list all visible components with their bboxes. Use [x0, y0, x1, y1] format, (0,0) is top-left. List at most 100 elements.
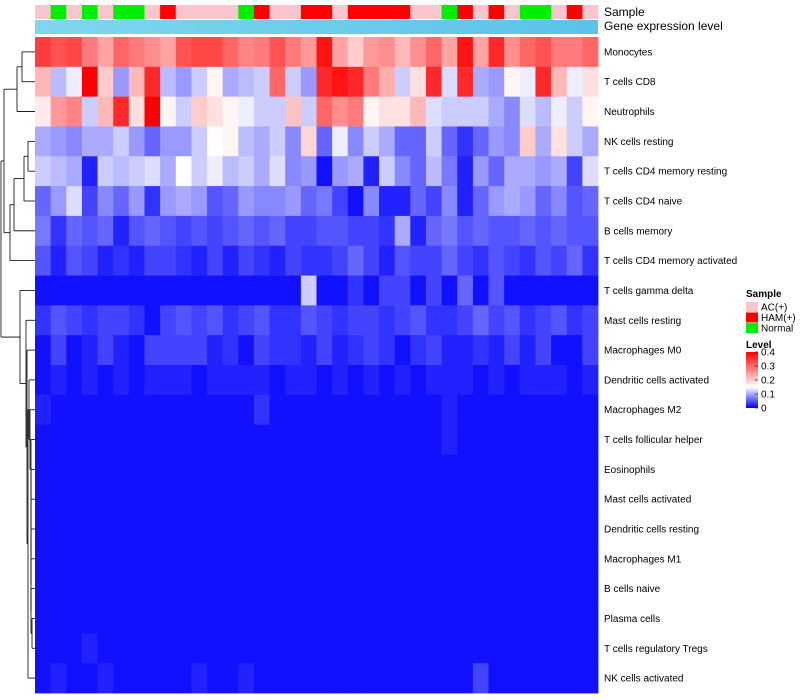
heatmap-cell: [35, 514, 52, 545]
heatmap-cell: [425, 156, 443, 187]
heatmap-cell: [488, 424, 505, 455]
heatmap-cell: [488, 514, 505, 545]
heatmap-cell: [207, 603, 224, 634]
heatmap-cell: [316, 335, 333, 366]
heatmap-cell: [566, 394, 583, 426]
heatmap-cell: [222, 424, 239, 455]
heatmap-cell: [81, 66, 98, 98]
heatmap-cell: [379, 454, 396, 485]
heatmap-cell: [66, 573, 83, 604]
heatmap-cell: [97, 663, 114, 694]
heatmap-cell: [316, 37, 333, 68]
heatmap-cell: [300, 365, 317, 396]
legend-swatch: [746, 302, 758, 312]
heatmap-cell: [316, 543, 333, 575]
heatmap-cell: [394, 305, 411, 336]
heatmap-cell: [285, 424, 302, 455]
heatmap-cell: [410, 275, 427, 306]
heatmap-cell: [285, 305, 302, 336]
heatmap-cell: [175, 543, 192, 575]
heatmap-cell: [504, 484, 521, 515]
heatmap-cell: [535, 365, 552, 396]
heatmap-cell: [519, 424, 536, 455]
heatmap-cell: [519, 96, 536, 127]
heatmap-cell: [207, 275, 224, 306]
heatmap-cell: [504, 633, 521, 664]
heatmap-cell: [66, 126, 83, 157]
heatmap-cell: [191, 514, 208, 545]
heatmap-cell: [144, 215, 161, 247]
expression-annotation-bar: [35, 20, 598, 34]
heatmap-cell: [441, 663, 458, 694]
heatmap-cell: [441, 365, 458, 396]
heatmap-cell: [441, 543, 458, 575]
heatmap-cell: [535, 424, 552, 455]
heatmap-cell: [66, 245, 83, 276]
heatmap-cell: [457, 663, 474, 694]
heatmap-cell: [253, 126, 270, 157]
heatmap-cell: [425, 245, 443, 276]
heatmap-cell: [457, 126, 474, 157]
heatmap-cell: [379, 186, 396, 217]
heatmap-cell: [191, 394, 208, 426]
heatmap-cell: [316, 365, 333, 396]
heatmap-cell: [285, 245, 302, 276]
heatmap-cell: [457, 365, 474, 396]
heatmap-cell: [97, 514, 114, 545]
heatmap-cell: [269, 365, 286, 396]
heatmap-cell: [394, 275, 411, 306]
heatmap-cell: [394, 454, 411, 485]
heatmap-cell: [457, 394, 474, 426]
heatmap-cell: [519, 603, 536, 634]
heatmap-cell: [253, 156, 270, 187]
heatmap-cell: [504, 156, 521, 187]
heatmap-cell: [160, 633, 177, 664]
heatmap-cell: [175, 186, 192, 217]
heatmap-cell: [207, 156, 224, 187]
heatmap-cell: [488, 603, 505, 634]
heatmap-cell: [113, 454, 130, 485]
heatmap-cell: [582, 543, 599, 575]
heatmap-cell: [66, 543, 83, 575]
heatmap-cell: [81, 365, 98, 396]
heatmap-cell: [535, 305, 552, 336]
heatmap-cell: [144, 96, 161, 127]
heatmap-cell: [363, 424, 380, 455]
heatmap-cell: [504, 454, 521, 485]
heatmap-cell: [582, 305, 599, 336]
heatmap-cell: [504, 543, 521, 575]
legend-sample-label: Normal: [761, 324, 793, 335]
heatmap-cell: [363, 484, 380, 515]
heatmap-cell: [504, 245, 521, 276]
row-label: Mast cells resting: [604, 316, 681, 327]
heatmap-cell: [363, 96, 380, 127]
heatmap-cell: [441, 305, 458, 336]
heatmap-cell: [97, 424, 114, 455]
heatmap-cell: [35, 365, 52, 396]
heatmap-cell: [207, 394, 224, 426]
heatmap-cell: [347, 603, 364, 634]
heatmap-cell: [347, 514, 364, 545]
heatmap-cell: [66, 663, 83, 694]
heatmap-cell: [285, 156, 302, 187]
heatmap-cell: [97, 215, 114, 247]
row-label: T cells CD8: [604, 77, 656, 88]
heatmap-cell: [379, 335, 396, 366]
expression-bar: [35, 20, 598, 34]
heatmap-cell: [551, 156, 568, 187]
heatmap-cell: [144, 484, 161, 515]
legend-tick-label: 0.4: [761, 348, 775, 359]
heatmap-cell: [566, 424, 583, 455]
sample-cell: [207, 5, 224, 19]
heatmap-cell: [128, 484, 145, 515]
row-labels: Monocytes T cells CD8 Neutrophils NK cells …: [604, 47, 737, 684]
heatmap-cell: [238, 186, 255, 217]
heatmap-cell: [160, 37, 177, 68]
heatmap-cell: [332, 543, 349, 575]
heatmap-cell: [551, 305, 568, 336]
heatmap-cell: [504, 215, 521, 247]
heatmap-cell: [144, 156, 161, 187]
heatmap-cell: [410, 514, 427, 545]
row-label: Monocytes: [604, 47, 652, 58]
sample-cell: [566, 5, 583, 19]
